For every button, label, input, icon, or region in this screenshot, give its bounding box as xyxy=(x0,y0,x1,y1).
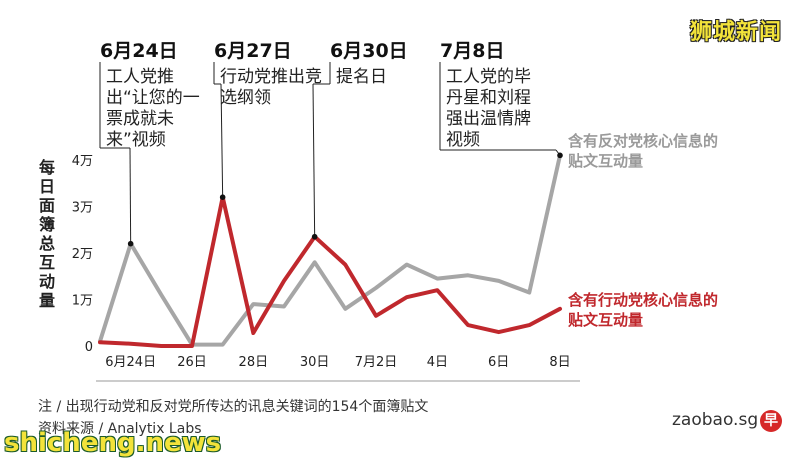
event-description: 提名日 xyxy=(336,67,387,87)
x-tick-label: 26日 xyxy=(177,355,207,370)
x-tick-label: 30日 xyxy=(300,355,330,370)
x-tick-label: 4日 xyxy=(427,355,448,370)
x-tick-label: 7月2日 xyxy=(355,355,398,370)
watermark-top-logo: 狮城新闻 xyxy=(689,20,782,45)
legend-pap-series: 含有行动党核心信息的 贴文互动量 xyxy=(568,290,718,330)
y-tick-label: 1万 xyxy=(72,294,93,309)
legend-line: 含有行动党核心信息的 xyxy=(568,291,719,309)
series-line-pap xyxy=(98,195,562,348)
series-line-opposition xyxy=(98,153,562,347)
legend-line: 贴文互动量 xyxy=(568,311,644,329)
watermark-bottom-logo: shicheng.news xyxy=(4,428,222,458)
event-description: 行动党推出竞选纲领 xyxy=(220,67,322,108)
x-tick-label: 28日 xyxy=(239,355,269,370)
event-annotation-0708: 7月8日 工人党的毕丹星和刘程强出温情牌视频 xyxy=(440,36,536,151)
event-date: 6月27日 xyxy=(214,40,292,62)
event-marker-dot xyxy=(127,240,134,247)
legend-line: 贴文互动量 xyxy=(568,152,644,170)
event-marker-dot xyxy=(557,152,563,159)
x-tick-label: 6月24日 xyxy=(105,355,156,370)
event-marker-dot xyxy=(219,194,226,200)
legend-opposition-series: 含有反对党核心信息的 贴文互动量 xyxy=(568,131,718,171)
legend-line: 含有反对党核心信息的 xyxy=(568,132,719,150)
y-tick-label: 2万 xyxy=(72,247,93,262)
x-tick-label: 8日 xyxy=(549,355,570,370)
y-tick-label: 4万 xyxy=(72,154,93,169)
y-tick-label: 3万 xyxy=(72,201,93,216)
x-tick-label: 6日 xyxy=(488,355,509,370)
event-description: 工人党的毕丹星和刘程强出温情牌视频 xyxy=(446,67,531,150)
event-annotation-0627: 6月27日 行动党推出竞选纲领 xyxy=(214,36,328,109)
event-annotation-0630: 6月30日 提名日 xyxy=(330,36,416,88)
event-date: 7月8日 xyxy=(440,40,505,62)
footnote-source: 资料来源 / Analytix Labs xyxy=(38,421,202,437)
event-leader-line xyxy=(312,83,316,237)
event-leader-line xyxy=(129,147,132,244)
brand-logo-icon: 早 xyxy=(760,410,782,432)
event-marker-dot xyxy=(311,233,318,240)
brand-site: zaobao.sg xyxy=(672,410,759,430)
event-description: 工人党推出“让您的一票成就未来”视频 xyxy=(106,67,200,150)
event-date: 6月24日 xyxy=(100,40,178,62)
footnote-note: 注 / 出现行动党和反对党所传达的讯息关键词的154个面簿贴文 xyxy=(38,399,429,415)
y-axis-label: 每日面簿总互动量 xyxy=(38,158,55,310)
event-leader-line xyxy=(220,83,224,198)
event-annotation-0624: 6月24日 工人党推出“让您的一票成就未来”视频 xyxy=(100,36,206,151)
event-date: 6月30日 xyxy=(330,40,408,62)
y-tick-label: 0 xyxy=(85,340,93,355)
